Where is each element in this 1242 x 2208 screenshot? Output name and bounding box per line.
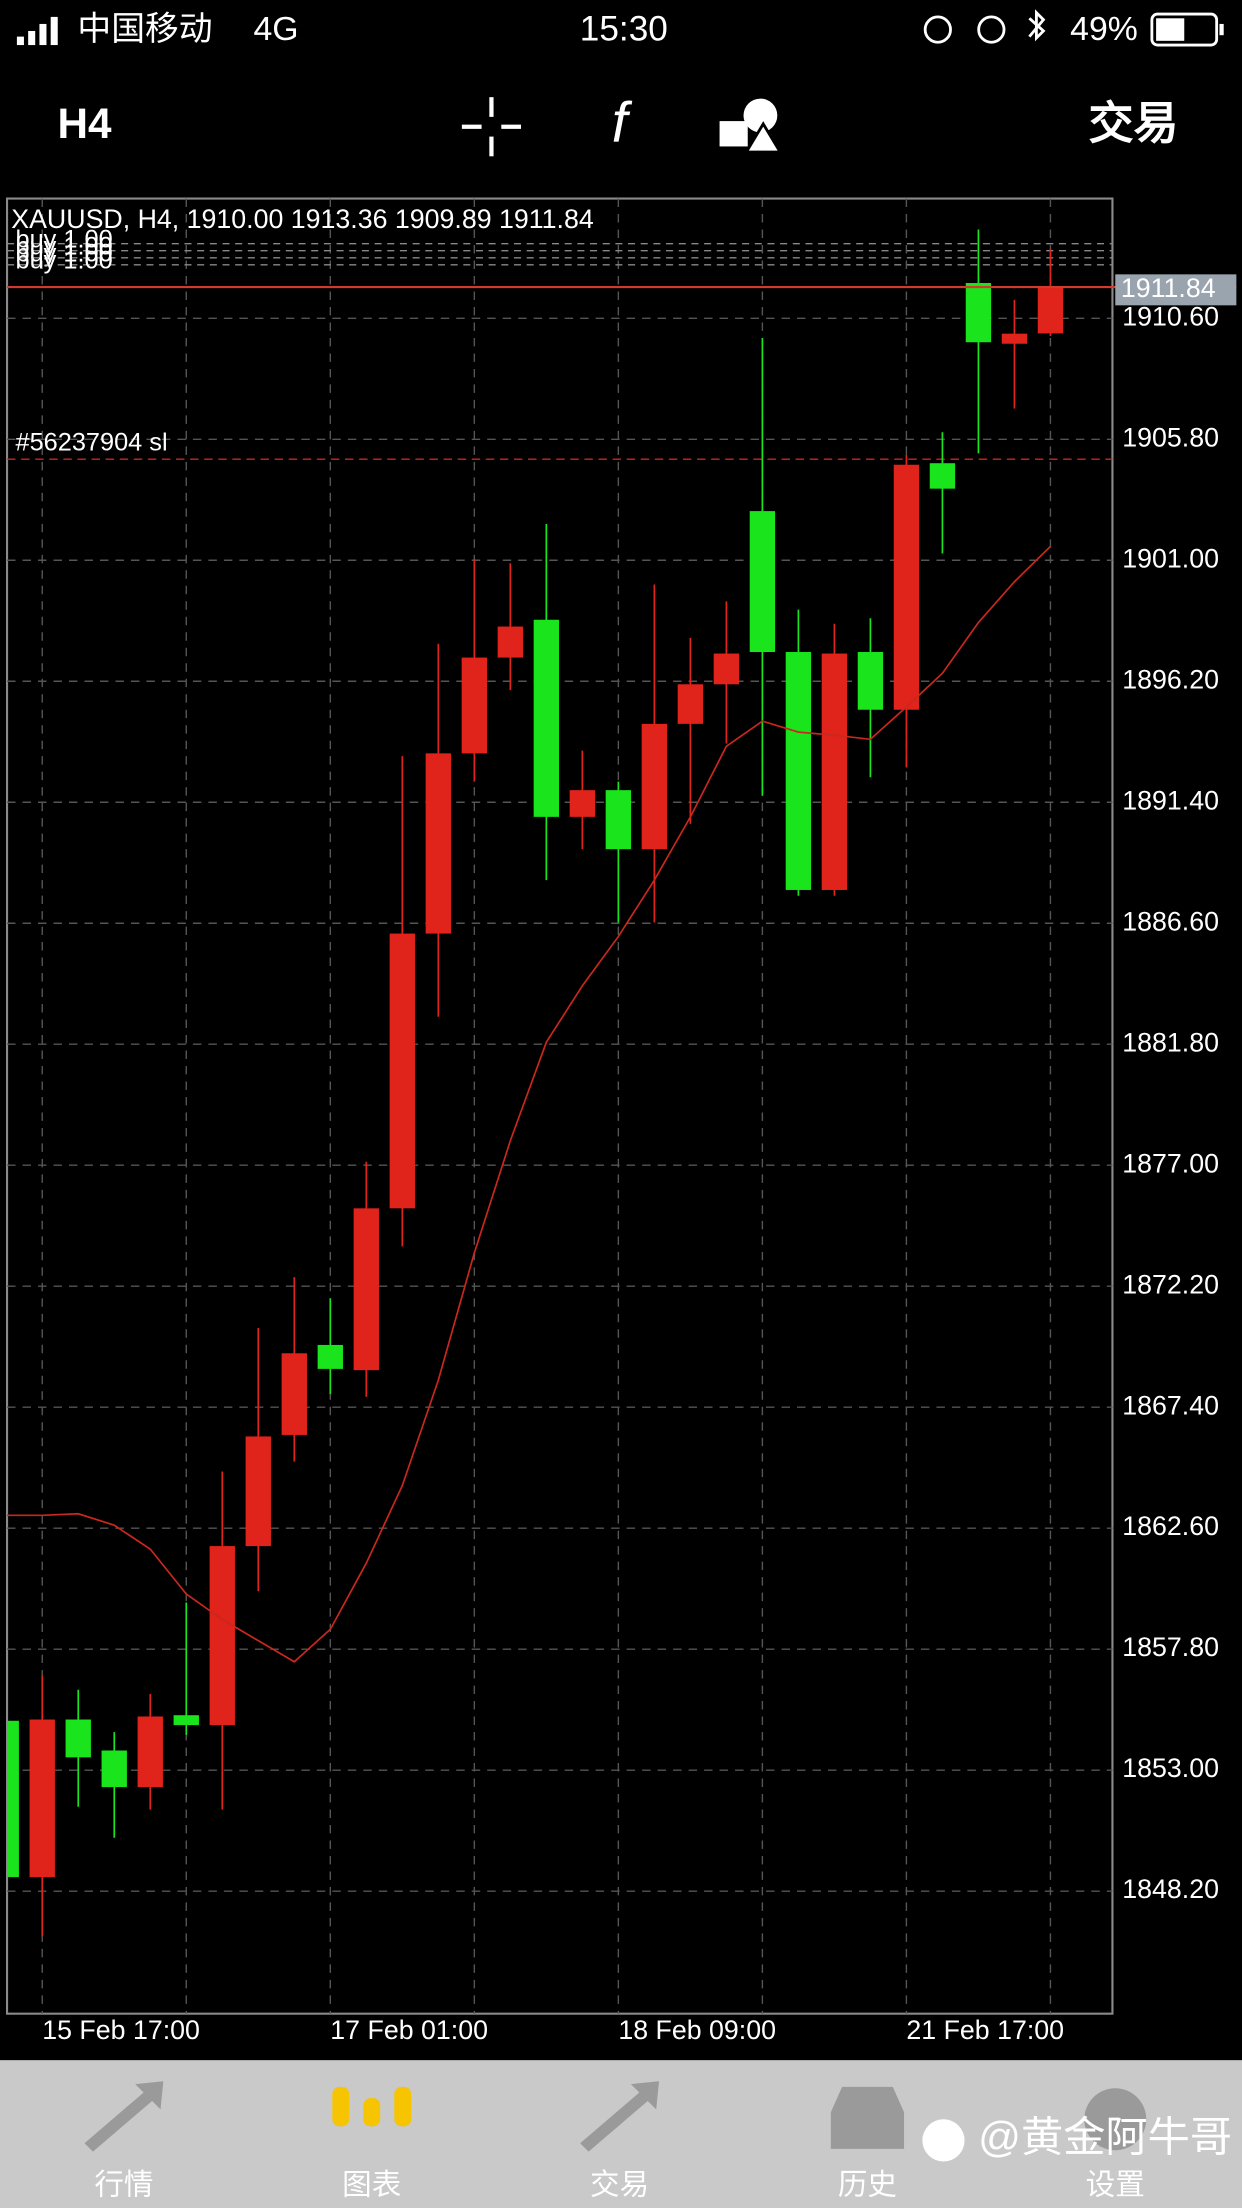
tab-icon — [84, 2081, 164, 2152]
candle-body — [893, 464, 920, 710]
candle-body — [605, 790, 632, 850]
crosshair-button[interactable] — [461, 97, 522, 157]
chart: 1848.20 1853.00 1857.80 1862.60 1867.40 1872.… — [7, 198, 1237, 2045]
y-tick-label: 1905.80 — [1122, 422, 1219, 452]
objects-button[interactable] — [719, 98, 783, 154]
y-tick-label: 1857.80 — [1122, 1632, 1219, 1662]
y-tick-label: 1886.60 — [1122, 906, 1219, 936]
candle-body — [1037, 287, 1064, 334]
candle-body — [173, 1715, 199, 1726]
x-tick-label: 15 Feb 17:00 — [42, 2015, 200, 2045]
y-tick-label: 1853.00 — [1122, 1753, 1219, 1783]
y-tick-label: 1877.00 — [1122, 1148, 1219, 1178]
candle-body — [425, 753, 451, 934]
tab-icon-part — [394, 2086, 412, 2127]
tab-icon — [1084, 2088, 1147, 2151]
current-price-label: 1911.84 — [1121, 273, 1216, 303]
current-price-tag — [1115, 274, 1237, 306]
order-label: buy 1.00 — [15, 247, 112, 275]
svg-text:f: f — [940, 2124, 948, 2155]
tab-label[interactable]: 历史 — [838, 2169, 897, 2202]
y-tick-label: 1862.60 — [1122, 1511, 1219, 1541]
tab-label[interactable]: 图表 — [342, 2169, 401, 2202]
candle-body — [821, 653, 848, 890]
tab-icon-part — [1084, 2088, 1147, 2151]
tab-icon-part — [580, 2081, 660, 2152]
candle-body — [29, 1719, 55, 1878]
candle-body — [353, 1208, 379, 1371]
y-tick-label: 1901.00 — [1122, 543, 1219, 573]
order-label: buy 1.00 — [15, 240, 112, 268]
candle-body — [641, 723, 668, 850]
candle-body — [101, 1750, 127, 1788]
watermark: @黄金阿牛哥 — [978, 2114, 1232, 2161]
candle-body — [209, 1546, 235, 1726]
candle-body — [65, 1719, 91, 1758]
x-tick-label: 17 Feb 01:00 — [330, 2015, 488, 2045]
y-tick-label: 1881.80 — [1122, 1027, 1219, 1057]
x-tick-label: 18 Feb 09:00 — [618, 2015, 776, 2045]
candle-body — [785, 652, 812, 890]
tab-icon-part — [84, 2081, 164, 2152]
candle-body — [677, 684, 704, 724]
candle-body — [929, 463, 956, 489]
battery-icon — [1150, 12, 1224, 47]
chart-title: XAUUSD, H4, 1910.00 1913.36 1909.89 1911… — [11, 204, 594, 234]
candle-body — [461, 657, 487, 754]
plot-area — [5, 197, 1114, 2015]
y-tick-label: 1872.20 — [1122, 1269, 1219, 1299]
candle-body — [533, 619, 560, 817]
candle-body — [7, 1720, 19, 1878]
y-tick-label: 1910.60 — [1122, 301, 1219, 331]
tabs: 行情 图表 交易 历史 设置 — [84, 2081, 1147, 2202]
tab-label[interactable]: 交易 — [590, 2169, 649, 2202]
tab-icon — [830, 2086, 905, 2149]
network: 4G — [253, 10, 298, 48]
y-tick-label: 1891.40 — [1122, 785, 1219, 815]
y-tick-label: 1848.20 — [1122, 1874, 1219, 1904]
trade-button[interactable]: 交易 — [1089, 98, 1179, 149]
candle-body — [749, 511, 776, 653]
stop-loss-label: #56237904 sl — [15, 428, 167, 456]
tab-label[interactable]: 行情 — [94, 2169, 153, 2202]
candle-body — [569, 790, 596, 817]
y-tick-label: 1867.40 — [1122, 1390, 1219, 1420]
status-icons — [923, 9, 1046, 44]
battery-percent: 49% — [1070, 10, 1138, 48]
candle-body — [713, 653, 740, 685]
tab-icon-part — [363, 2098, 381, 2127]
order-label: buy 1.00 — [15, 226, 112, 254]
tab-label[interactable]: 设置 — [1086, 2169, 1145, 2202]
candle-body — [317, 1344, 343, 1369]
tab-icon-part — [332, 2086, 350, 2127]
timeframe-button[interactable]: H4 — [57, 100, 112, 147]
tab-icon — [580, 2081, 660, 2152]
signal-icon — [16, 16, 58, 46]
order-label: buy 1.00 — [15, 233, 112, 261]
candle-body — [137, 1716, 163, 1788]
x-tick-label: 21 Feb 17:00 — [906, 2015, 1064, 2045]
candle-body — [965, 282, 992, 343]
moving-average — [7, 545, 1052, 1663]
carrier: 中国移动 — [77, 10, 212, 48]
clock: 15:30 — [580, 9, 668, 48]
candle-body — [857, 652, 884, 710]
candle-body — [389, 933, 415, 1209]
candle-body — [281, 1353, 307, 1435]
y-tick-label: 1896.20 — [1122, 664, 1219, 694]
tab-icon-part — [830, 2086, 905, 2149]
tab-bar — [0, 2060, 1242, 2208]
candle-body — [245, 1436, 271, 1547]
candle-body — [1001, 333, 1028, 344]
watermark-icon: f — [922, 2119, 965, 2162]
tab-icon — [332, 2086, 412, 2127]
candle-body — [497, 626, 524, 658]
